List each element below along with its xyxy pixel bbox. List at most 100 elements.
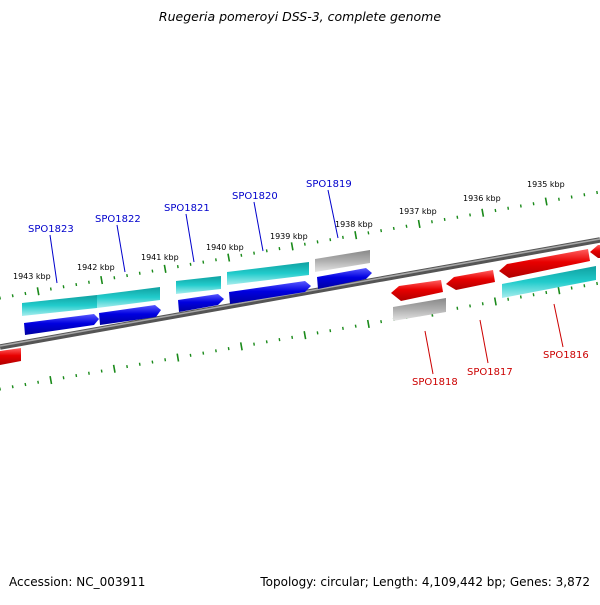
tick-major [304,331,305,339]
tick-minor [495,209,496,212]
ortholog-bar [176,276,221,294]
tick-minor [203,352,204,355]
tick-major [101,276,102,284]
tick-minor [406,225,407,228]
gene-label-spo1821[interactable]: SPO1821 [164,203,210,214]
tick-minor [140,363,141,366]
tick-minor [521,205,522,208]
tick-minor [51,288,52,291]
tick-minor [267,249,268,252]
tick-minor [343,327,344,330]
tick-minor [571,196,572,199]
gene-arrow-spo1817[interactable] [446,270,495,290]
kbp-label: 1941 kbp [141,253,179,262]
kbp-label: 1938 kbp [335,220,373,229]
tick-major [177,354,178,362]
tick-minor [152,270,153,273]
kbp-label: 1939 kbp [270,232,308,241]
tick-minor [101,370,102,373]
tick-minor [89,372,90,375]
tick-minor [457,216,458,219]
tick-major [37,287,38,295]
gene-arrow-spo1818[interactable] [391,280,443,301]
ortholog-bar-no-match [393,298,446,321]
gene-labels: SPO1823 SPO1822 SPO1821 SPO1820 SPO1819 … [28,179,589,388]
tick-minor [292,336,293,339]
topology-info: Topology: circular; Length: 4,109,442 bp… [260,575,590,589]
tick-minor [216,349,217,352]
gene-arrow-partial-right[interactable] [590,245,600,258]
ortholog-bar-no-match [315,250,370,272]
kbp-label: 1940 kbp [206,243,244,252]
gene-label-spo1820[interactable]: SPO1820 [232,191,278,202]
tick-major [355,231,356,239]
tick-minor [368,231,369,234]
tick-minor [76,283,77,286]
tick-major [50,376,51,384]
tick-minor [89,281,90,284]
tick-major [482,209,483,217]
tick-minor [470,214,471,217]
tick-major [419,220,420,228]
gene-label-spo1822[interactable]: SPO1822 [95,214,141,225]
tick-minor [254,252,255,255]
tick-minor [483,302,484,305]
tick-minor [584,193,585,196]
gene-label-spo1823[interactable]: SPO1823 [28,224,74,235]
gene-label-spo1816[interactable]: SPO1816 [543,350,589,361]
tick-major [292,242,293,250]
tick-minor [305,243,306,246]
tick-minor [241,254,242,257]
tick-minor [127,365,128,368]
tick-minor [127,274,128,277]
tick-minor [444,218,445,221]
tick-minor [330,238,331,241]
tick-major [546,198,547,206]
gene-arrow-partial-left[interactable] [0,348,21,365]
tick-minor [457,307,458,310]
tick-minor [571,287,572,290]
tick-minor [63,285,64,288]
genome-title: Ruegeria pomeroyi DSS-3, complete genome [0,9,600,24]
tick-minor [165,358,166,361]
tick-minor [597,191,598,194]
tick-minor [521,296,522,299]
gene-label-spo1819[interactable]: SPO1819 [306,179,352,190]
tick-minor [152,361,153,364]
tick-major [241,342,242,350]
kbp-label: 1942 kbp [77,263,115,272]
tick-minor [114,276,115,279]
ortholog-bar [22,295,97,316]
tick-minor [228,347,229,350]
gene-label-spo1818[interactable]: SPO1818 [412,377,458,388]
tick-minor [38,381,39,384]
tick-major [368,320,369,328]
tick-minor [381,320,382,323]
gene-label-spo1817[interactable]: SPO1817 [467,367,513,378]
tick-minor [216,258,217,261]
tick-minor [343,236,344,239]
tick-minor [508,207,509,210]
tick-minor [76,374,77,377]
tick-minor [317,240,318,243]
tick-minor [470,305,471,308]
tick-minor [12,385,13,388]
tick-minor [12,294,13,297]
tick-minor [279,247,280,250]
tick-minor [546,291,547,294]
tick-major [558,286,559,294]
tick-minor [63,376,64,379]
tick-minor [559,198,560,201]
tick-minor [584,284,585,287]
tick-minor [25,292,26,295]
tick-minor [178,265,179,268]
ortholog-bar [227,262,309,285]
kbp-label: 1937 kbp [399,207,437,216]
tick-major [114,365,115,373]
tick-minor [203,261,204,264]
kbp-label: 1936 kbp [463,194,501,203]
tick-minor [533,202,534,205]
tick-minor [25,383,26,386]
